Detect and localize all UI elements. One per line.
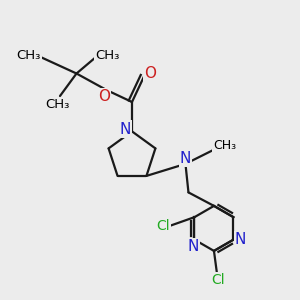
Text: CH₃: CH₃ bbox=[45, 98, 69, 112]
Text: N: N bbox=[120, 122, 131, 136]
Text: Cl: Cl bbox=[212, 273, 225, 287]
Text: Cl: Cl bbox=[156, 219, 170, 233]
Text: CH₃: CH₃ bbox=[213, 140, 236, 152]
Text: N: N bbox=[180, 151, 191, 166]
Text: O: O bbox=[98, 89, 110, 104]
Text: N: N bbox=[187, 239, 199, 254]
Text: O: O bbox=[144, 66, 156, 81]
Text: CH₃: CH₃ bbox=[16, 49, 41, 62]
Text: CH₃: CH₃ bbox=[95, 49, 120, 62]
Text: N: N bbox=[235, 232, 246, 247]
